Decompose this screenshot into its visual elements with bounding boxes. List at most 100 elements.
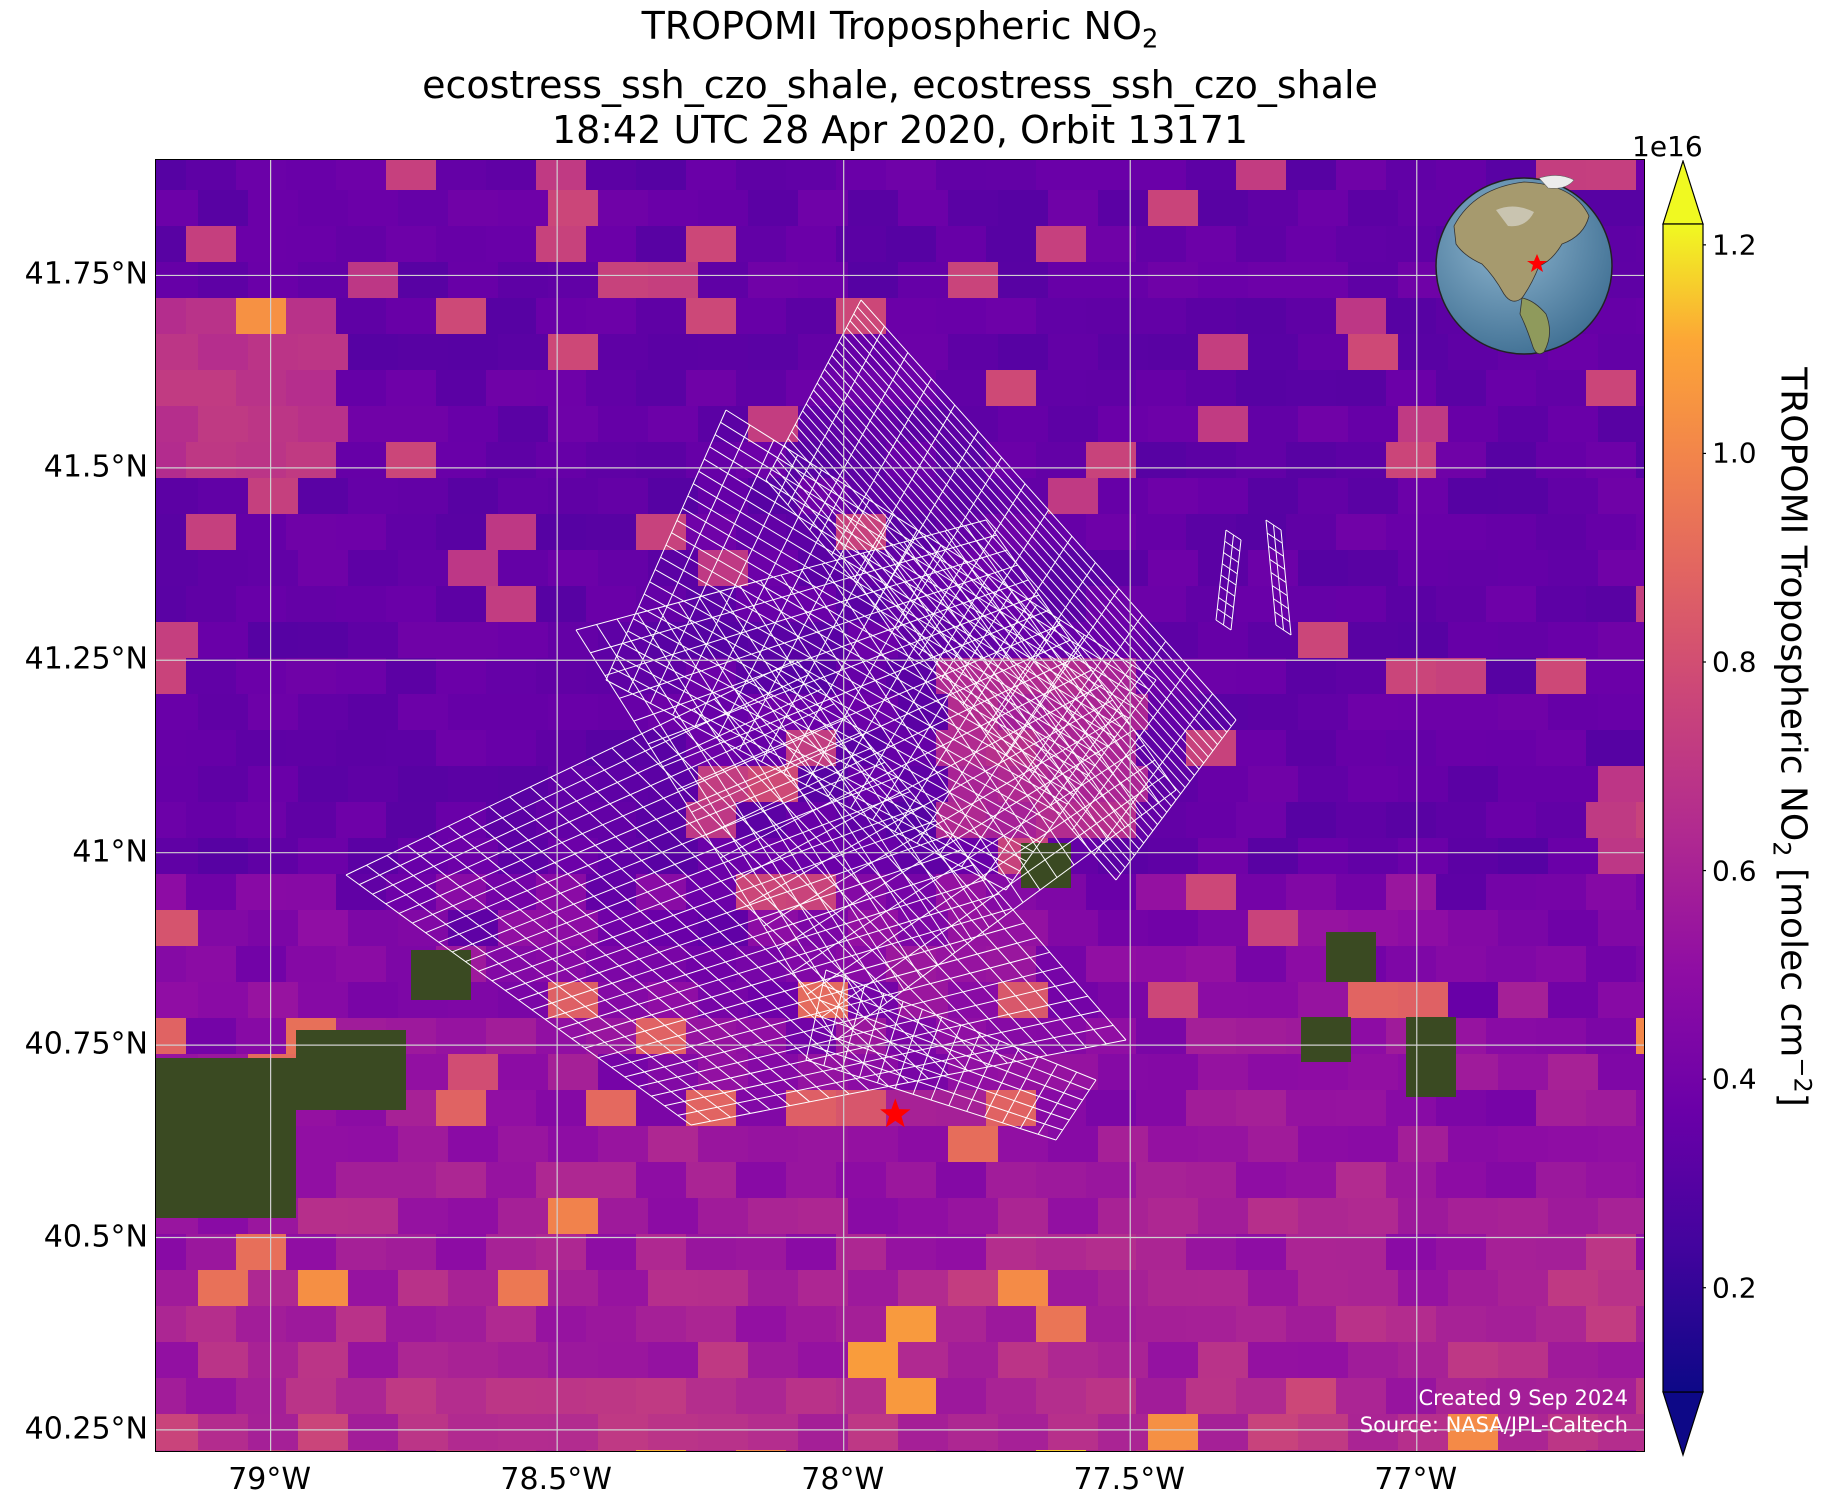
no2-pixel [156,478,199,515]
no2-pixel [848,1270,899,1307]
no2-pixel [286,802,337,839]
no2-pixel [1348,1342,1399,1379]
no2-pixel [448,766,499,803]
no2-pixel [248,478,299,515]
land-imagery-patches [156,843,1456,1218]
no2-pixel [1298,334,1349,371]
no2-pixel [286,370,337,407]
no2-pixel [1536,1090,1587,1127]
no2-pixel [498,694,549,731]
no2-pixel [236,802,287,839]
no2-pixel [536,1234,587,1271]
no2-pixel [1636,514,1644,551]
no2-pixel [436,370,487,407]
no2-pixel [486,226,537,263]
no2-pixel [436,658,487,695]
no2-pixel [1486,730,1537,767]
no2-pixel [798,478,849,515]
no2-pixel [286,946,337,983]
no2-pixel [1136,442,1187,479]
no2-pixel [686,1306,737,1343]
no2-pixel [548,478,599,515]
no2-pixel [156,160,187,191]
no2-pixel [1636,586,1644,623]
no2-pixel [156,694,199,731]
no2-pixel [1536,370,1587,407]
no2-pixel [1486,946,1537,983]
no2-pixel [936,1162,987,1199]
no2-pixel [186,298,237,335]
map-panel[interactable]: Created 9 Sep 2024 Source: NASA/JPL-Calt… [155,159,1645,1452]
data-source: Source: NASA/JPL-Caltech [1359,1413,1628,1437]
no2-pixel [1486,802,1537,839]
no2-pixel [298,1198,349,1235]
no2-pixel [798,1414,849,1451]
no2-pixel [1586,730,1637,767]
no2-pixel [198,766,249,803]
no2-pixel [1386,802,1437,839]
no2-pixel [786,1378,837,1415]
no2-pixel [1598,694,1644,731]
no2-pixel [1036,298,1087,335]
globe-locator-icon [1435,175,1613,355]
no2-pixel [156,334,199,371]
no2-pixel [1336,1306,1387,1343]
no2-pixel [1098,190,1149,227]
no2-pixel [1298,1126,1349,1163]
no2-pixel [1036,226,1087,263]
no2-pixel [486,160,537,191]
no2-pixel [436,1090,487,1127]
no2-pixel [1236,226,1287,263]
no2-pixel [986,1450,1037,1451]
no2-pixel [1248,982,1299,1019]
no2-pixel [1386,1306,1437,1343]
no2-pixel [1336,1450,1387,1451]
no2-pixel [898,1126,949,1163]
no2-pixel [1248,1270,1299,1307]
no2-pixel [936,160,987,191]
no2-pixel [1036,946,1087,983]
no2-pixel [156,982,199,1019]
no2-pixel [1086,946,1137,983]
no2-pixel [1586,1018,1637,1055]
no2-pixel [1248,406,1299,443]
no2-pixel [1336,586,1387,623]
no2-pixel [1348,694,1399,731]
no2-pixel [536,1450,587,1451]
no2-pixel [1136,1162,1187,1199]
lat-tick-label: 41°N [72,834,148,870]
no2-pixel [1448,1342,1499,1379]
no2-pixel [386,1306,437,1343]
no2-pixel [836,1234,887,1271]
no2-pixel [548,406,599,443]
no2-pixel [236,514,287,551]
no2-pixel [636,226,687,263]
no2-pixel [386,1450,437,1451]
no2-pixel [486,442,537,479]
no2-pixel [1586,1162,1637,1199]
no2-pixel [1198,766,1249,803]
no2-pixel [1348,1270,1399,1307]
no2-pixel [498,622,549,659]
no2-pixel [1636,1234,1644,1271]
no2-pixel [1048,478,1099,515]
no2-pixel [798,1342,849,1379]
no2-pixel [1048,334,1099,371]
no2-pixel [636,160,687,191]
colorbar-tick-label: 1.2 [1712,228,1757,262]
no2-pixel [1298,550,1349,587]
no2-pixel [1348,262,1399,299]
no2-pixel [1636,1306,1644,1343]
no2-pixel [156,1306,187,1343]
no2-pixel [986,1090,1037,1127]
no2-pixel [1336,160,1387,191]
no2-pixel [448,1126,499,1163]
no2-pixel [1298,1342,1349,1379]
no2-pixel [436,1234,487,1271]
no2-pixel [1136,226,1187,263]
no2-pixel [1298,1270,1349,1307]
no2-pixel [748,406,799,443]
lat-tick-label: 40.5°N [43,1219,148,1254]
no2-pixel [598,478,649,515]
no2-pixel [1436,1378,1487,1415]
